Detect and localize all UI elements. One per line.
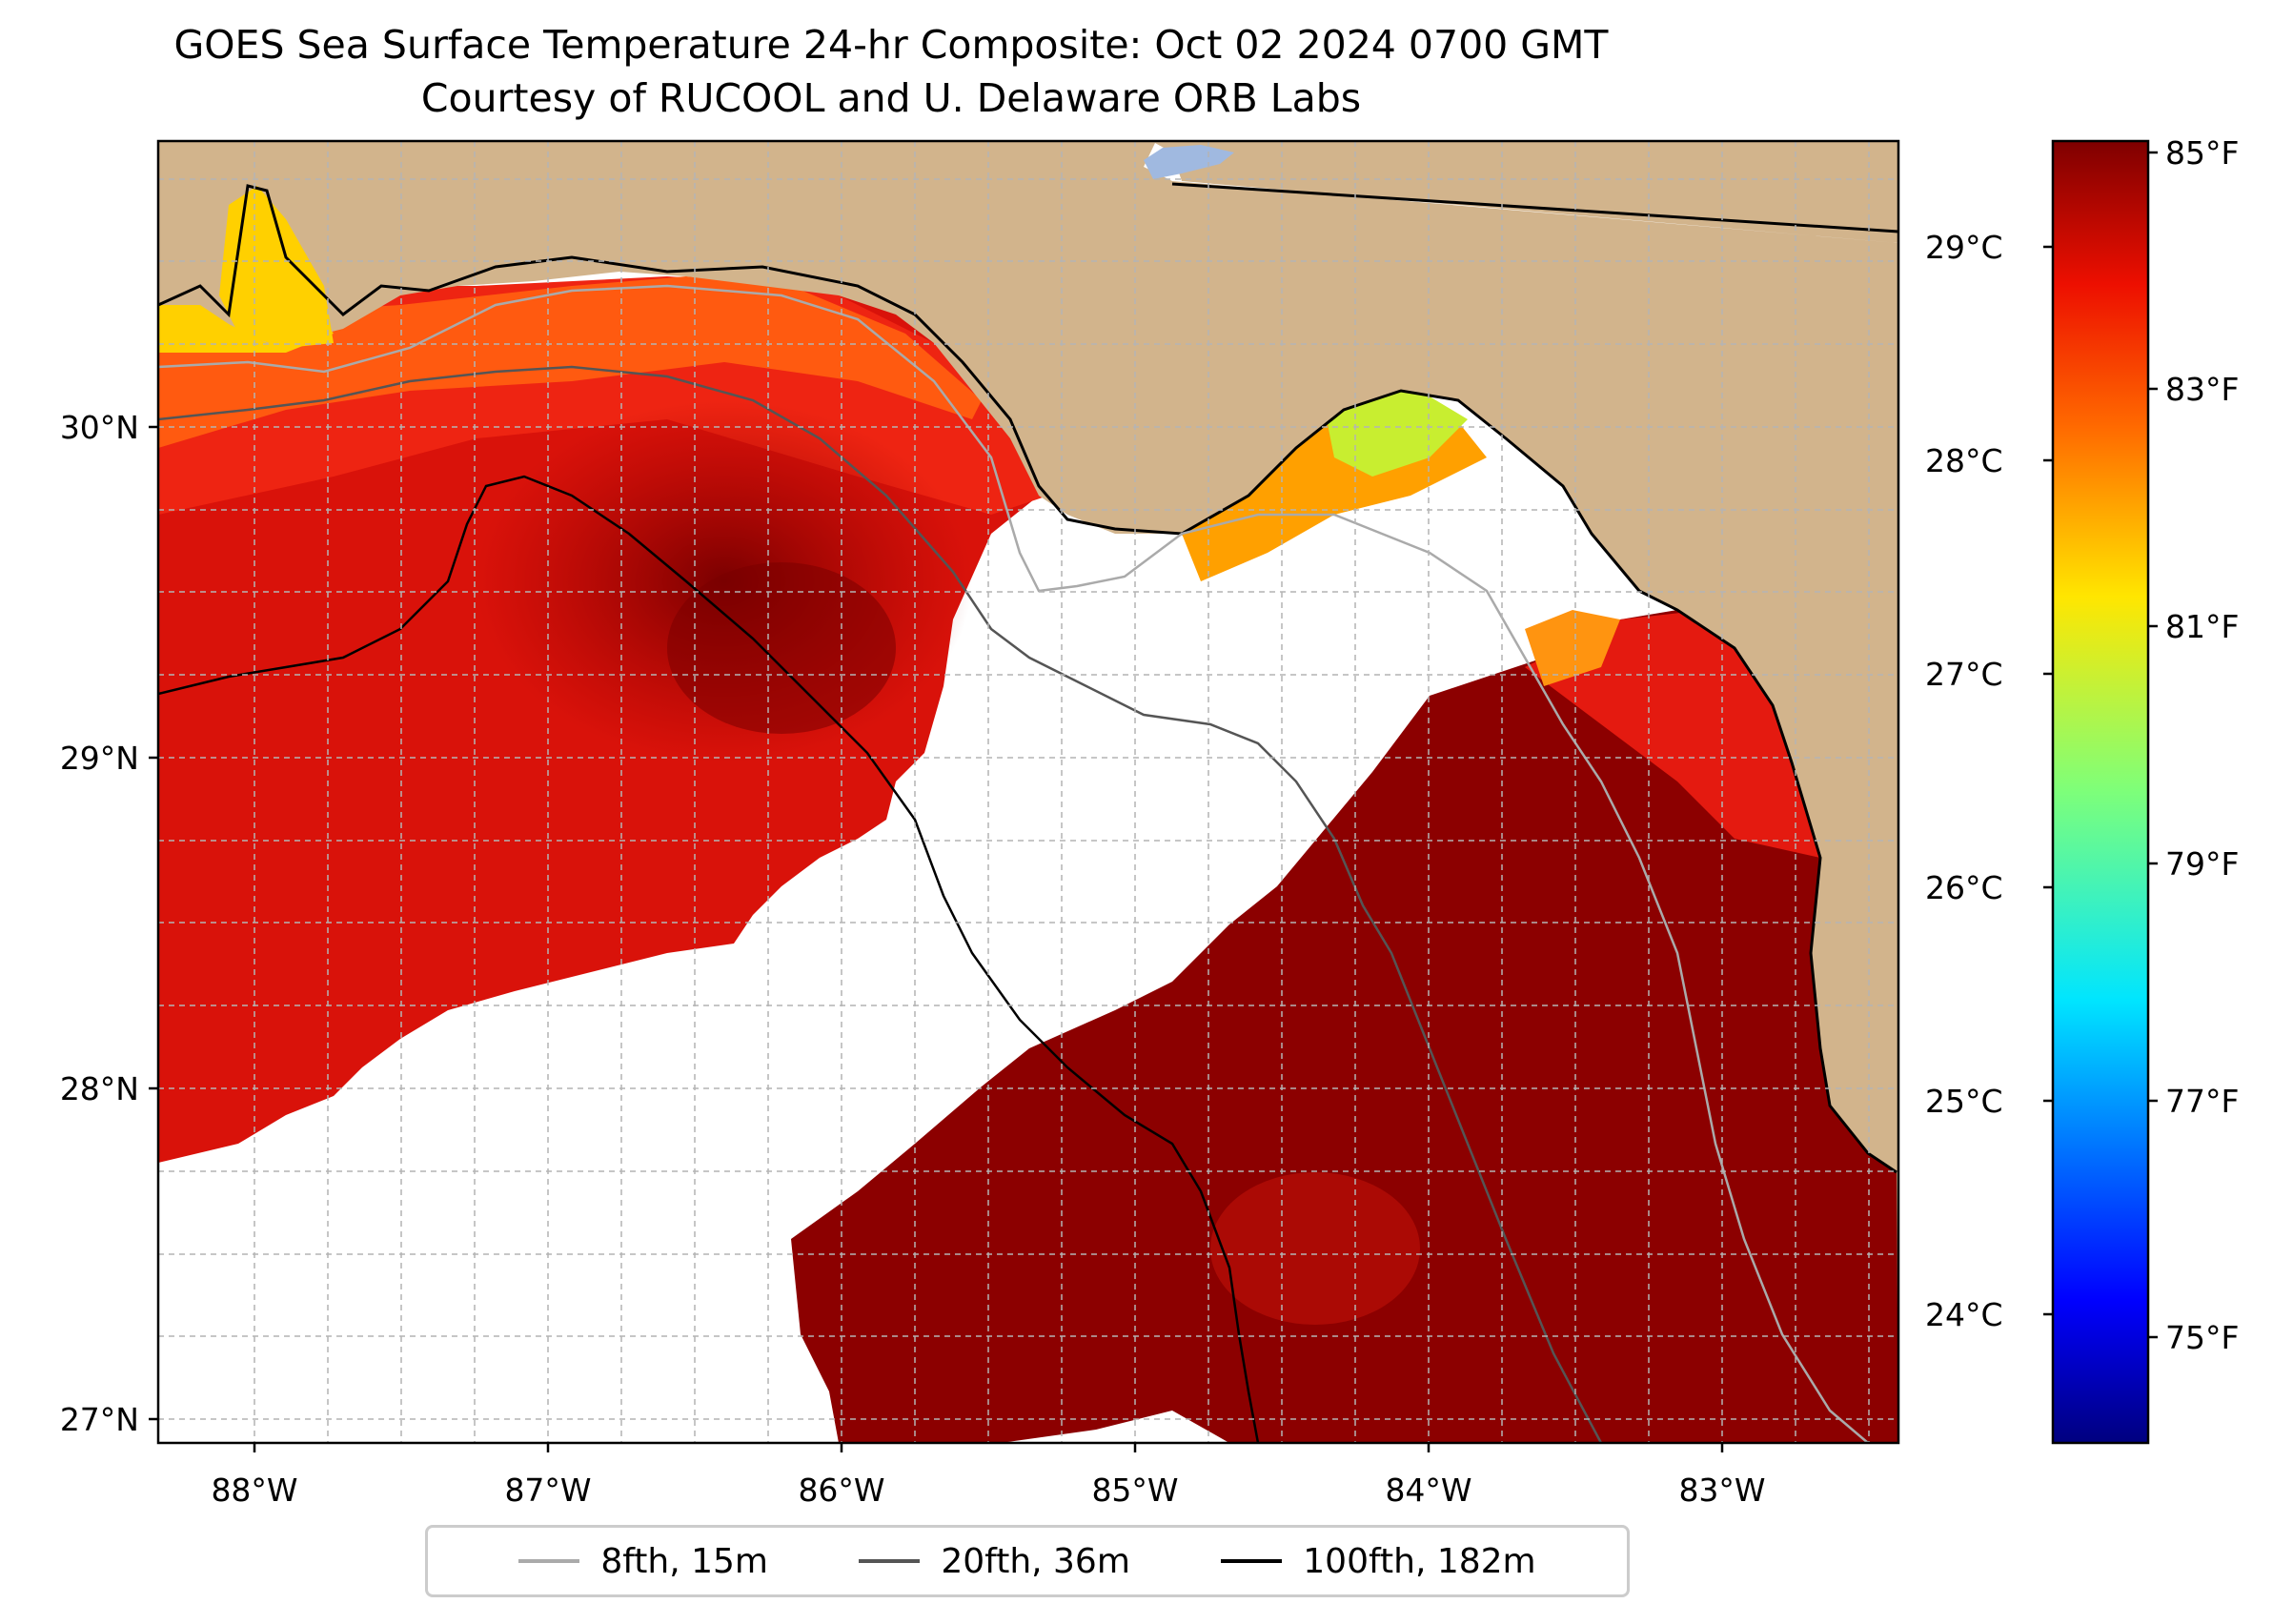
legend-swatch-15m	[518, 1559, 580, 1563]
lon-label-87w: 87°W	[504, 1472, 591, 1509]
map-title: GOES Sea Surface Temperature 24-hr Compo…	[173, 22, 1609, 68]
colorbar-c-25: 25°C	[1925, 1083, 2003, 1120]
legend-swatch-36m	[859, 1559, 921, 1563]
colorbar-c-24: 24°C	[1925, 1296, 2003, 1333]
colorbar-f-79: 79°F	[2165, 845, 2239, 883]
land-north	[158, 141, 1898, 1443]
lon-label-84w: 84°W	[1385, 1472, 1471, 1509]
sst-region-southeast	[791, 610, 1898, 1443]
colorbar-f-75: 75°F	[2165, 1319, 2239, 1356]
colorbar-f-85: 85°F	[2165, 134, 2239, 172]
legend-item-182m: 100fth, 182m	[1221, 1541, 1536, 1581]
isobath-15m	[158, 284, 1869, 1443]
map-subtitle: Courtesy of RUCOOL and U. Delaware ORB L…	[420, 75, 1362, 121]
legend-label-36m: 20fth, 36m	[941, 1541, 1130, 1581]
coastline	[158, 184, 1897, 1174]
lon-label-83w: 83°W	[1678, 1472, 1765, 1509]
isobath-182m	[158, 475, 1260, 1443]
map-frame	[156, 139, 1900, 1445]
lat-label-28n: 28°N	[60, 1070, 139, 1107]
lon-label-88w: 88°W	[211, 1472, 297, 1509]
isobath-36m	[158, 365, 1603, 1443]
lake	[1144, 145, 1234, 179]
legend-label-182m: 100fth, 182m	[1303, 1541, 1536, 1581]
colorbar-ticks	[2043, 151, 2158, 1339]
sst-region-nearshore	[158, 276, 982, 448]
legend-item-36m: 20fth, 36m	[859, 1542, 1130, 1581]
lat-label-29n: 29°N	[60, 740, 139, 777]
colorbar-c-28: 28°C	[1925, 442, 2003, 479]
colorbar-c-26: 26°C	[1925, 869, 2003, 906]
colorbar-c-27: 27°C	[1925, 656, 2003, 693]
state-boundary	[1171, 182, 1898, 233]
lon-label-85w: 85°W	[1091, 1472, 1178, 1509]
colorbar-f-81: 81°F	[2165, 608, 2239, 645]
axis-ticks	[149, 425, 1724, 1452]
sst-region-apalachee-cool	[1325, 391, 1468, 477]
colorbar-c-29: 29°C	[1925, 229, 2003, 266]
map-area	[158, 141, 1898, 1443]
legend-item-15m: 8fth, 15m	[518, 1542, 768, 1581]
isobath-legend: 8fth, 15m 20fth, 36m 100fth, 182m	[425, 1525, 1630, 1597]
colorbar	[2051, 139, 2150, 1445]
lon-label-86w: 86°W	[798, 1472, 884, 1509]
lat-label-27n: 27°N	[60, 1401, 139, 1438]
legend-swatch-182m	[1221, 1559, 1283, 1563]
legend-label-15m: 8fth, 15m	[600, 1541, 768, 1581]
colorbar-f-77: 77°F	[2165, 1083, 2239, 1120]
gridlines	[158, 141, 1898, 1443]
colorbar-f-83: 83°F	[2165, 371, 2239, 408]
lat-label-30n: 30°N	[60, 409, 139, 446]
